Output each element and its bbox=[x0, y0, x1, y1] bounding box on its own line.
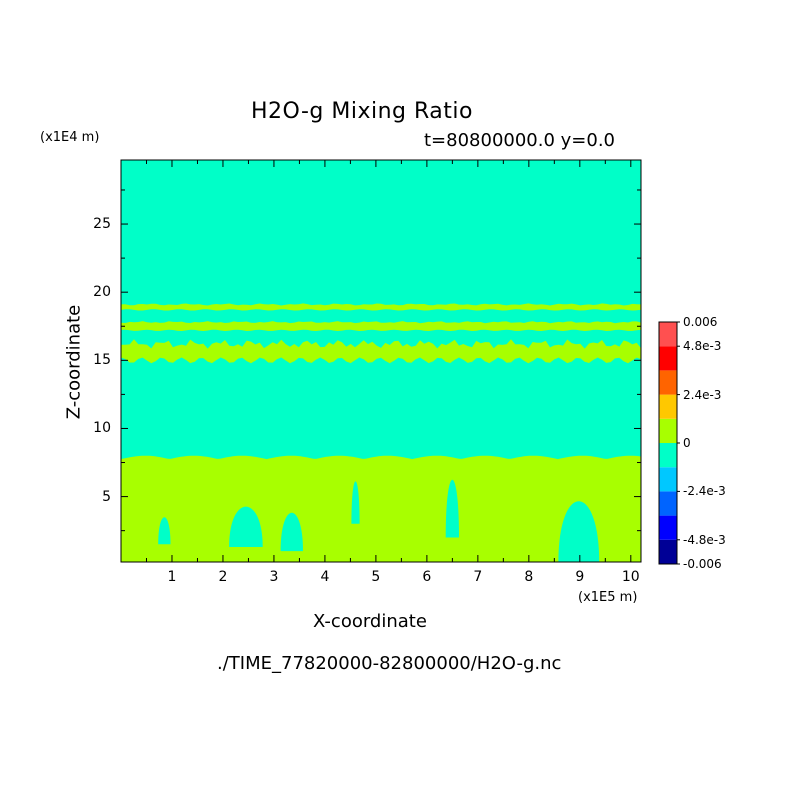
colorbar-swatch bbox=[659, 418, 677, 443]
x-tick-label: 3 bbox=[269, 569, 279, 585]
colorbar-swatch bbox=[659, 346, 677, 371]
x-tick-label: 1 bbox=[167, 569, 177, 585]
dry-pocket-2 bbox=[229, 506, 263, 547]
dry-pocket-3 bbox=[280, 512, 303, 552]
x-tick-label: 10 bbox=[621, 569, 640, 585]
colorbar-label: 0.006 bbox=[683, 315, 718, 329]
colorbar-swatch bbox=[659, 515, 677, 540]
dry-pocket-5 bbox=[445, 479, 459, 538]
x-tick-label: 2 bbox=[218, 569, 228, 585]
moist-band-15 bbox=[121, 339, 641, 364]
colorbar-label: 0 bbox=[683, 436, 691, 450]
colorbar-swatch bbox=[659, 443, 677, 468]
x-tick-label: 8 bbox=[524, 569, 534, 585]
colorbar-swatch bbox=[659, 370, 677, 395]
y-tick-label: 15 bbox=[93, 352, 111, 369]
colorbar-label: 2.4e-3 bbox=[683, 387, 722, 402]
colorbar-swatch bbox=[659, 394, 677, 419]
x-tick-label: 6 bbox=[422, 569, 432, 585]
x-tick-label: 4 bbox=[320, 569, 330, 585]
y-axis-title: Z-coordinate bbox=[63, 304, 85, 420]
field-layers bbox=[121, 303, 641, 562]
x-axis-title: X-coordinate bbox=[313, 611, 427, 632]
plot-frame bbox=[120, 159, 642, 563]
colorbar-label: -2.4e-3 bbox=[683, 484, 726, 499]
moist-band-19 bbox=[121, 303, 641, 311]
dry-pocket-4 bbox=[351, 481, 360, 524]
moist-band-17 bbox=[121, 321, 641, 331]
x-tick-label: 9 bbox=[575, 569, 585, 585]
colorbar-swatch bbox=[659, 491, 677, 516]
dry-pocket-1 bbox=[158, 517, 171, 545]
colorbar-label: -4.8e-3 bbox=[683, 532, 726, 547]
dry-pocket-6 bbox=[558, 501, 600, 562]
y-tick-label: 20 bbox=[93, 284, 111, 301]
y-tick-label: 10 bbox=[93, 420, 111, 437]
x-tick-label: 7 bbox=[473, 569, 483, 585]
colorbar-swatch bbox=[659, 322, 677, 347]
file-path: ./TIME_77820000-82800000/H2O-g.nc bbox=[217, 653, 562, 674]
x-unit-label: (x1E5 m) bbox=[578, 590, 638, 605]
chart-subtitle: t=80800000.0 y=0.0 bbox=[424, 130, 616, 151]
y-unit-label: (x1E4 m) bbox=[40, 130, 100, 145]
y-tick-label: 5 bbox=[102, 488, 111, 505]
colorbar-label: 4.8e-3 bbox=[683, 339, 722, 354]
colorbar-swatch bbox=[659, 467, 677, 492]
colorbar-swatch bbox=[659, 539, 677, 564]
y-tick-label: 25 bbox=[93, 216, 111, 233]
chart-title: H2O-g Mixing Ratio bbox=[251, 99, 473, 124]
x-tick-label: 5 bbox=[371, 569, 381, 585]
colorbar-label: -0.006 bbox=[683, 557, 722, 571]
